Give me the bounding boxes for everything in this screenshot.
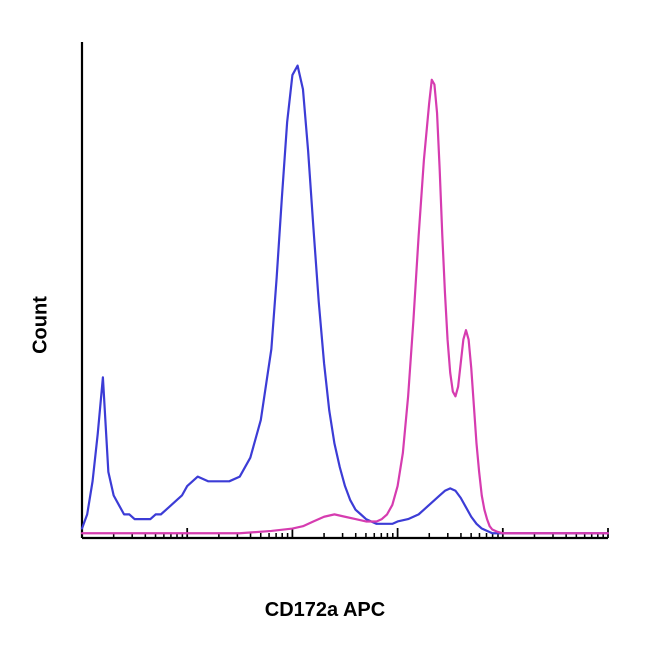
series-stained: [82, 80, 608, 533]
y-axis-label: Count: [29, 296, 52, 354]
figure: Count CD172a APC: [0, 0, 650, 650]
plot-svg: [80, 40, 610, 540]
series-control: [82, 66, 608, 534]
plot-area: [80, 40, 610, 540]
x-axis-label: CD172a APC: [265, 599, 385, 622]
